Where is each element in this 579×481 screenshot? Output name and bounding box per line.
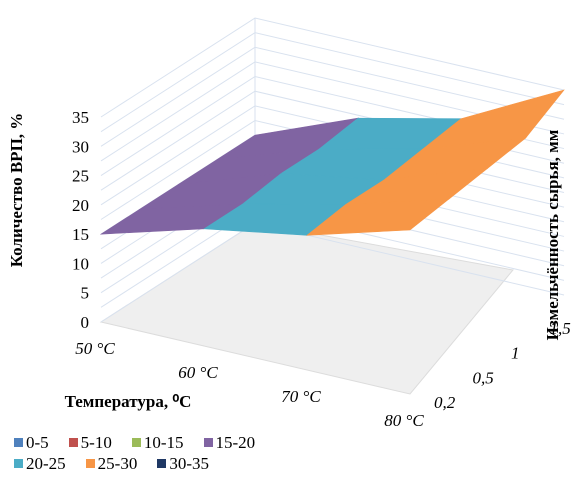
x-tick-label: 50 °C: [75, 339, 115, 358]
y-tick-label: 25: [72, 167, 89, 186]
legend-swatch: [85, 459, 95, 468]
legend-label: 10-15: [143, 432, 184, 452]
depth-tick-label: 1,5: [550, 319, 571, 338]
legend: 0-5 5-10 10-15 15-20 20-25 25-30 30-35: [14, 432, 394, 474]
depth-axis-title: Измельчённость сырья, мм: [543, 129, 562, 340]
depth-tick-label: 0,5: [473, 368, 494, 387]
legend-swatch: [131, 438, 141, 447]
legend-item: 20-25: [14, 454, 66, 474]
legend-label: 20-25: [26, 453, 66, 473]
y-tick-label: 30: [72, 137, 89, 156]
legend-label: 30-35: [169, 453, 210, 473]
floor-plane: [99, 222, 514, 395]
legend-label: 5-10: [80, 432, 112, 452]
legend-swatch: [14, 438, 23, 447]
depth-axis-ticks: 0,20,511,52: [434, 319, 571, 412]
legend-swatch: [14, 459, 23, 468]
x-axis-title: Температура, ⁰C: [65, 392, 192, 411]
y-tick-label: 10: [72, 254, 89, 273]
legend-item: 30-35: [157, 454, 209, 474]
legend-swatch: [203, 438, 213, 447]
x-tick-label: 70 °C: [281, 387, 321, 406]
surface-patch: [306, 199, 450, 236]
y-tick-label: 0: [81, 313, 90, 332]
y-tick-label: 20: [72, 196, 89, 215]
y-axis-ticks: 0 5 10 15 20 25 30 35: [72, 108, 89, 332]
legend-item: 5-10: [68, 432, 112, 453]
depth-tick-label: 0,2: [434, 393, 456, 412]
legend-row-1: 0-5 5-10 10-15 15-20: [14, 432, 394, 453]
legend-item: 25-30: [85, 453, 138, 474]
x-axis-ticks: 50 °C 60 °C 70 °C 80 °C: [75, 339, 424, 430]
y-tick-label: 35: [72, 108, 89, 127]
legend-item: 0-5: [14, 433, 49, 453]
x-tick-label: 60 °C: [178, 363, 218, 382]
legend-item: 15-20: [203, 432, 256, 453]
y-axis-title: Количество ВРП, %: [7, 113, 26, 268]
legend-label: 0-5: [26, 432, 49, 452]
x-tick-label: 80 °C: [384, 411, 424, 430]
legend-swatch: [68, 438, 78, 447]
surface-plot: [99, 89, 565, 236]
legend-label: 25-30: [97, 453, 138, 473]
legend-row-2: 20-25 25-30 30-35: [14, 453, 394, 474]
legend-label: 15-20: [215, 432, 256, 452]
y-tick-label: 5: [81, 284, 90, 303]
y-tick-label: 15: [72, 225, 89, 244]
legend-item: 10-15: [131, 432, 184, 453]
depth-tick-label: 1: [511, 344, 520, 363]
legend-swatch: [157, 459, 167, 468]
